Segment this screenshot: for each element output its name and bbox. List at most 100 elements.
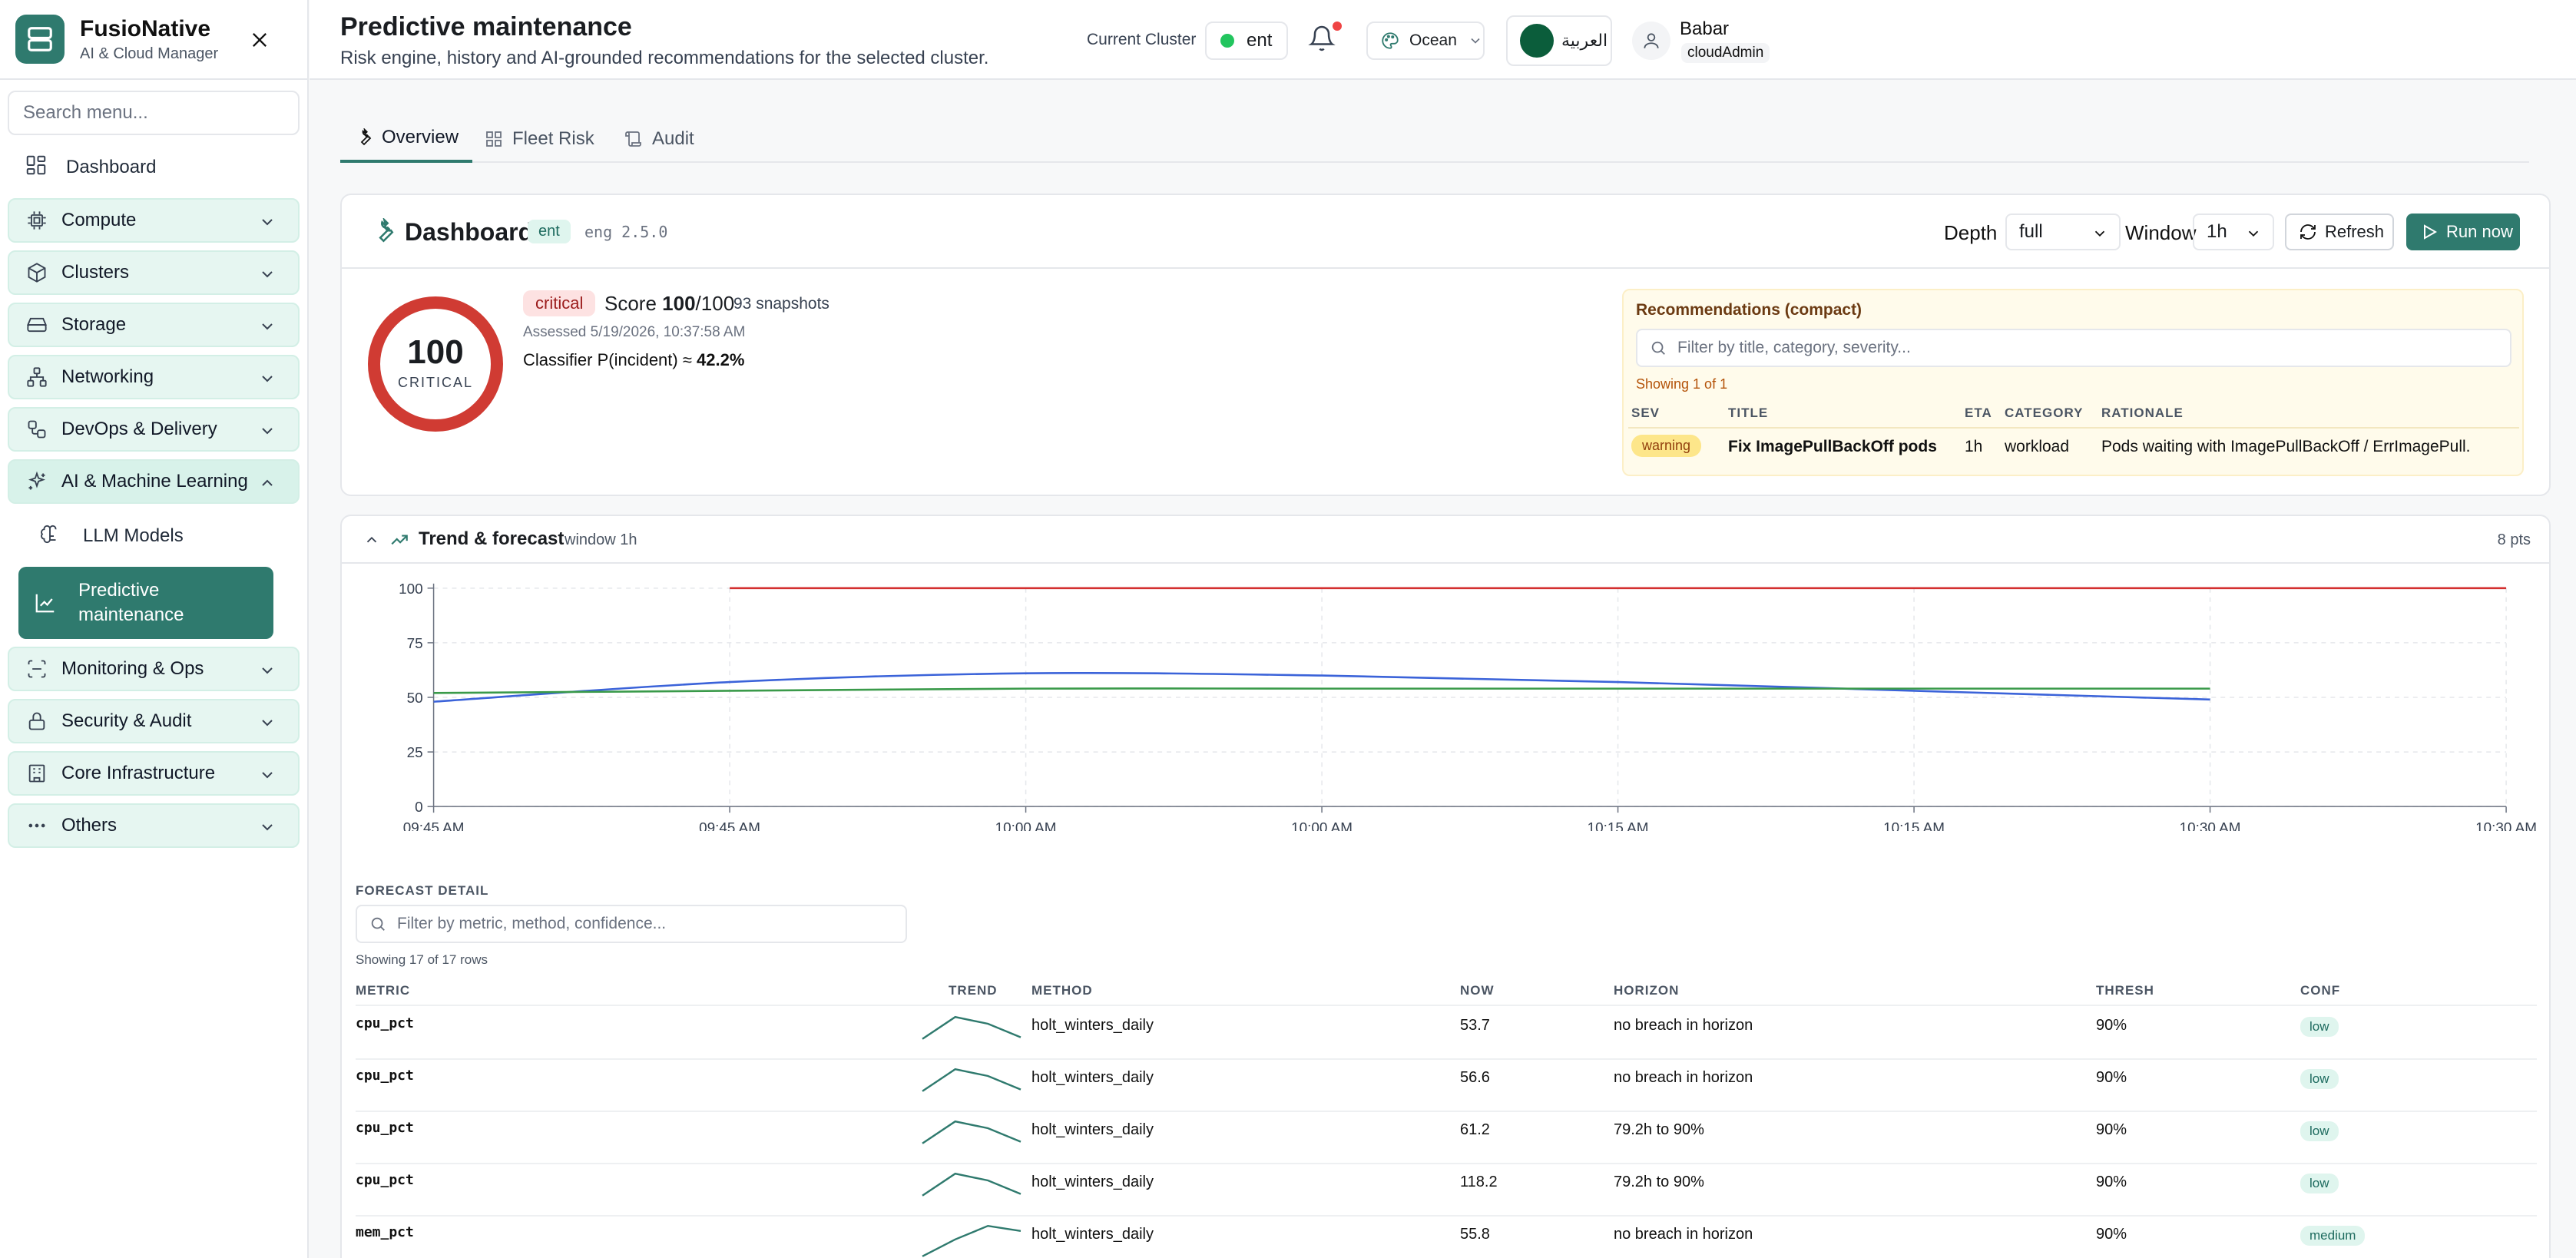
x-tick-label: 10:15 AM (1588, 820, 1649, 831)
table-row[interactable]: cpu_pct holt_winters_daily 53.7 no breach i… (342, 1008, 2549, 1060)
search-menu-input[interactable]: Search menu... (8, 91, 300, 135)
scroll-icon (625, 131, 641, 147)
thresh-cell: 90% (2096, 1069, 2127, 1086)
classifier-probability: Classifier P(incident) ≈ 42.2% (523, 350, 744, 370)
chevron-down-icon (262, 271, 273, 278)
dashboard-card: Dashboard ent eng 2.5.0 Depth full Windo… (340, 194, 2551, 496)
page-tabs: Overview Fleet Risk Audit (340, 115, 2529, 163)
table-row[interactable]: cpu_pct holt_winters_daily 61.2 79.2h to 90… (342, 1112, 2549, 1164)
rec-header-category: CATEGORY (2005, 406, 2084, 420)
brand-subtitle: AI & Cloud Manager (80, 45, 219, 62)
fd-header-now: NOW (1460, 983, 1495, 998)
fd-header-thresh: THRESH (2096, 983, 2154, 998)
x-tick-label: 10:00 AM (995, 820, 1057, 831)
cluster-selector[interactable]: ent (1205, 22, 1288, 60)
nav-group-devops[interactable]: DevOps & Delivery (8, 407, 300, 452)
series-line-2 (433, 687, 2210, 694)
more-horizontal-icon (28, 823, 45, 828)
y-tick-label: 75 (407, 636, 423, 652)
rec-title-cell[interactable]: Fix ImagePullBackOff pods (1728, 438, 1937, 455)
fd-header-method: METHOD (1031, 983, 1093, 998)
nav-group-monitoring[interactable]: Monitoring & Ops (8, 647, 300, 691)
window-label: Window (2125, 221, 2197, 244)
nav-group-compute[interactable]: Compute (8, 198, 300, 243)
forecast-detail-label: FORECAST DETAIL (356, 883, 489, 898)
collapse-trend-button[interactable] (363, 531, 380, 548)
window-select[interactable]: 1h (2193, 214, 2274, 250)
horizon-cell: no breach in horizon (1614, 1069, 1753, 1086)
engine-version: eng 2.5.0 (584, 223, 668, 241)
forecast-filter-input[interactable]: Filter by metric, method, confidence... (356, 905, 907, 943)
rec-header-eta: ETA (1965, 406, 1992, 420)
nav-sub-llm-models[interactable]: LLM Models (23, 513, 300, 559)
now-cell: 56.6 (1460, 1069, 1490, 1086)
rec-header-sev: SEV (1631, 406, 1660, 420)
tab-overview[interactable]: Overview (340, 115, 473, 163)
nav-group-clusters[interactable]: Clusters (8, 250, 300, 295)
depth-select[interactable]: full (2005, 214, 2121, 250)
x-tick-label: 09:45 AM (699, 820, 760, 831)
refresh-button[interactable]: Refresh (2285, 214, 2394, 250)
horizon-cell: no breach in horizon (1614, 1017, 1753, 1034)
close-sidebar-button[interactable] (246, 26, 273, 54)
nav-group-ai-ml[interactable]: AI & Machine Learning (8, 459, 300, 504)
table-row[interactable]: mem_pct holt_winters_daily 55.8 no breach i… (342, 1217, 2549, 1258)
nav-group-core-infra[interactable]: Core Infrastructure (8, 751, 300, 796)
language-label: العربية (1561, 31, 1608, 51)
refresh-label: Refresh (2325, 222, 2385, 241)
language-selector[interactable]: العربية (1506, 15, 1612, 66)
nav-dashboard[interactable]: Dashboard (8, 144, 300, 190)
lock-icon (28, 712, 45, 730)
chevron-down-icon (262, 720, 273, 727)
run-now-label: Run now (2446, 222, 2513, 241)
thresh-cell: 90% (2096, 1226, 2127, 1243)
user-icon (1644, 33, 1659, 48)
method-cell: holt_winters_daily (1031, 1017, 1154, 1034)
trend-sparkline (922, 1224, 1021, 1257)
top-header: Predictive maintenance Risk engine, hist… (310, 0, 2576, 80)
fd-header-trend: TREND (949, 983, 998, 998)
confidence-badge: low (2300, 1121, 2339, 1141)
nav-group-security[interactable]: Security & Audit (8, 699, 300, 743)
metric-cell: cpu_pct (356, 1120, 414, 1136)
chevron-up-icon (366, 536, 377, 543)
nav-group-label: Security & Audit (61, 710, 192, 731)
divider (356, 1215, 2537, 1217)
refresh-icon (2300, 224, 2316, 240)
nav-group-label: Storage (61, 314, 127, 335)
tab-fleet-risk[interactable]: Fleet Risk (471, 115, 608, 163)
y-tick-label: 50 (407, 690, 423, 707)
score-max: /100 (695, 292, 735, 315)
divider (356, 1058, 2537, 1060)
close-icon (253, 33, 267, 47)
rec-category-cell: workload (2005, 438, 2070, 455)
divider (356, 1111, 2537, 1112)
nav-group-storage[interactable]: Storage (8, 303, 300, 347)
tab-label: Fleet Risk (512, 128, 594, 149)
user-name: Babar (1680, 18, 1730, 39)
table-row[interactable]: cpu_pct holt_winters_daily 56.6 no breach i… (342, 1060, 2549, 1112)
rec-rationale-cell: Pods waiting with ImagePullBackOff / Err… (2101, 438, 2471, 455)
recommendations-panel: Recommendations (compact) Filter by titl… (1622, 289, 2524, 476)
nav-group-others[interactable]: Others (8, 803, 300, 848)
now-cell: 53.7 (1460, 1017, 1490, 1034)
nav-group-networking[interactable]: Networking (8, 355, 300, 399)
cluster-status-dot (1220, 34, 1234, 48)
cluster-label: Current Cluster (1087, 31, 1197, 48)
recommendations-filter-input[interactable]: Filter by title, category, severity... (1636, 329, 2511, 367)
tab-audit[interactable]: Audit (611, 115, 708, 163)
forecast-count: Showing 17 of 17 rows (356, 952, 488, 967)
search-icon (1651, 341, 1665, 355)
nav-sub-predictive-maintenance[interactable]: Predictive maintenance (18, 567, 273, 639)
hard-drive-icon (26, 317, 48, 333)
classifier-prefix: Classifier P(incident) ≈ (523, 350, 692, 369)
theme-selector[interactable]: Ocean (1366, 22, 1485, 60)
table-row[interactable]: cpu_pct holt_winters_daily 118.2 79.2h to 9… (342, 1164, 2549, 1217)
fd-header-metric: METRIC (356, 983, 411, 998)
sidebar: FusioNative AI & Cloud Manager Search me… (0, 0, 309, 1258)
theme-value: Ocean (1409, 31, 1457, 49)
window-value: 1h (2207, 221, 2227, 242)
run-now-button[interactable]: Run now (2406, 214, 2520, 250)
avatar[interactable] (1632, 22, 1670, 60)
notifications-button[interactable] (1308, 25, 1336, 58)
